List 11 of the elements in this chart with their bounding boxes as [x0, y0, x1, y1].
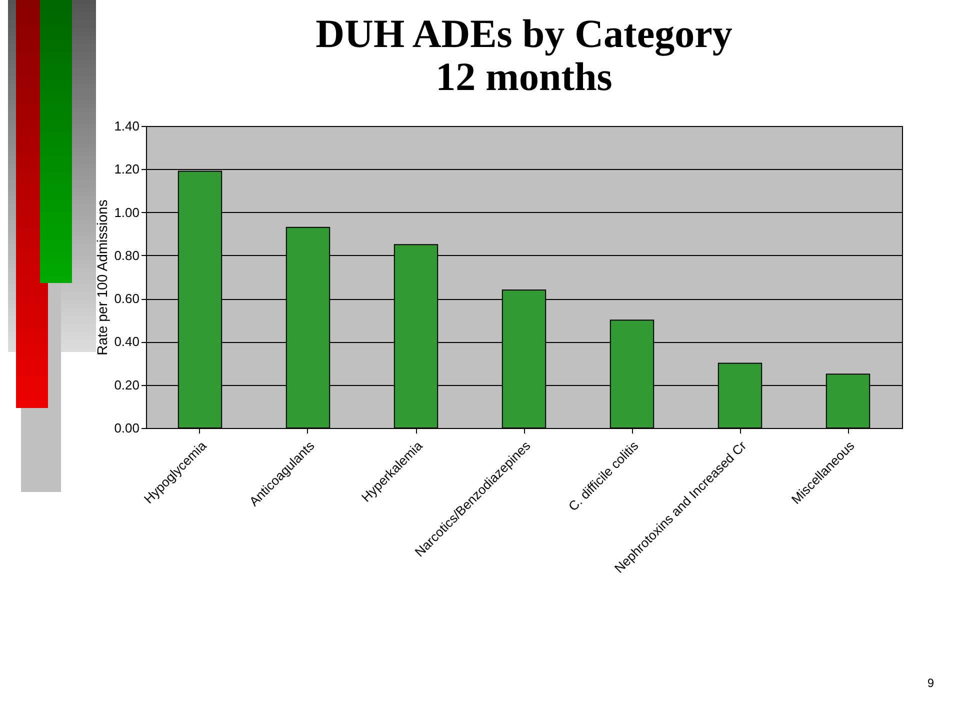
y-tick-label: 0.00 — [114, 420, 140, 436]
y-axis-title: Rate per 100 Admissions — [94, 200, 110, 356]
y-tick-label: 0.20 — [114, 377, 140, 392]
y-tick-label: 1.20 — [114, 162, 140, 177]
y-tick-label: 0.60 — [114, 291, 140, 306]
y-tick-label: 1.40 — [114, 118, 140, 134]
y-tick-label: 1.00 — [114, 204, 140, 220]
chart-title: DUH ADEs by Category — [316, 11, 732, 56]
y-tick-label: 0.80 — [114, 248, 140, 263]
text: 9 — [927, 676, 934, 690]
y-tick-label: 0.40 — [114, 334, 140, 350]
